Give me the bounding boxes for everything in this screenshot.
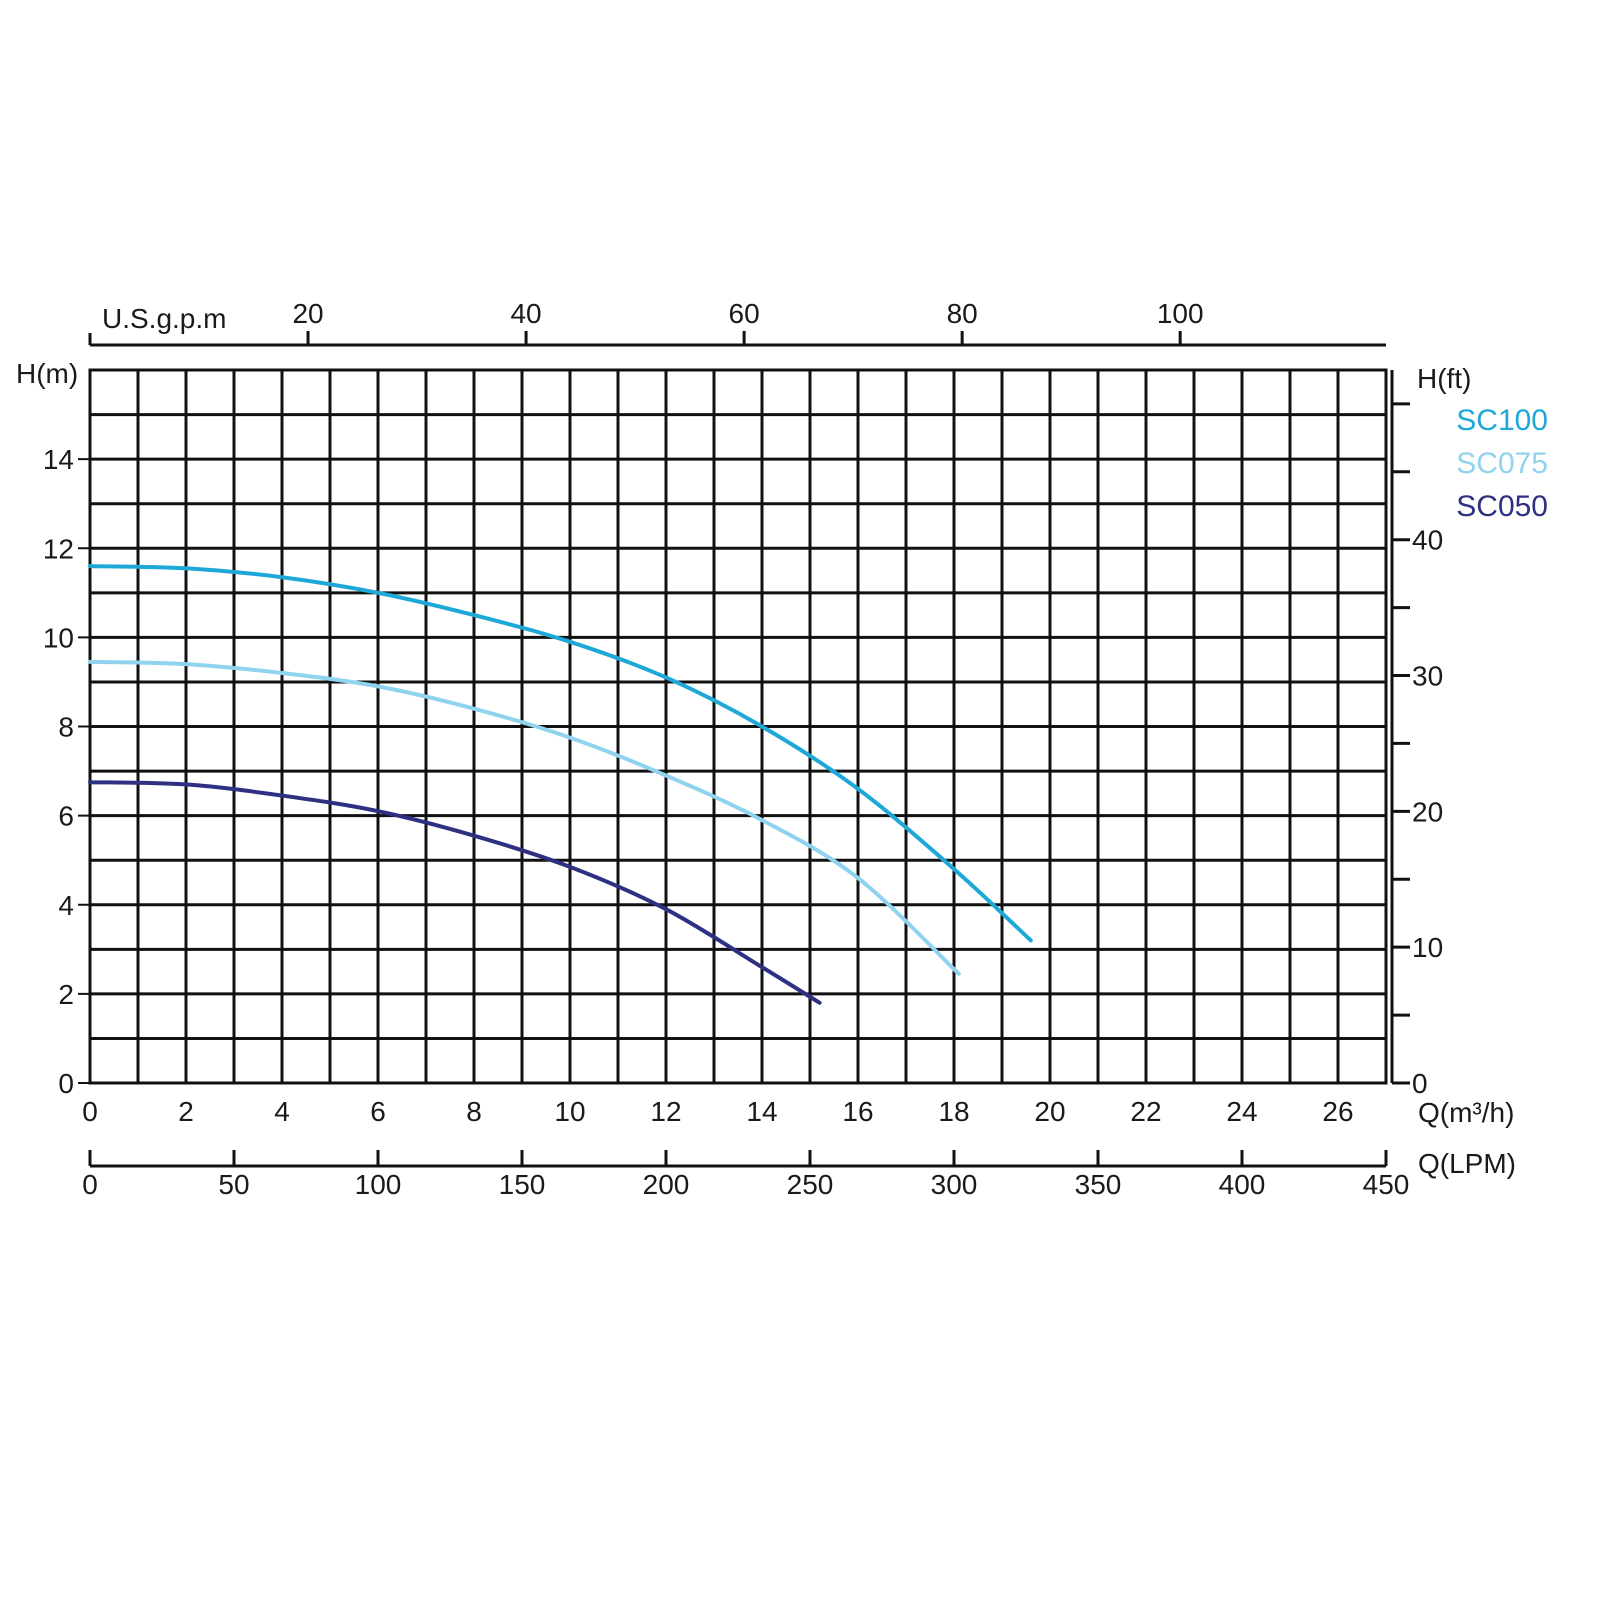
lpm-tick-label: 450 [1363,1169,1410,1200]
lpm-tick-label: 300 [931,1169,978,1200]
x-tick-label: 26 [1322,1096,1353,1127]
right-axis-label: H(ft) [1417,363,1471,394]
x-tick-label: 8 [466,1096,482,1127]
top-tick-label: 80 [947,298,978,329]
lpm-tick-label: 350 [1075,1169,1122,1200]
x-axis-label: Q(m³/h) [1418,1097,1514,1128]
right-tick-label: 0 [1412,1068,1428,1099]
series-line-sc050 [88,780,822,1005]
y-tick-label: 0 [58,1068,74,1099]
chart-grid [90,370,1386,1083]
lpm-tick-label: 200 [643,1169,690,1200]
chart-axes [78,331,1410,1168]
legend-entry-sc050: SC050 [1456,490,1548,523]
x-tick-label: 4 [274,1096,290,1127]
right-tick-label: 20 [1412,796,1443,827]
x-tick-label: 14 [746,1096,777,1127]
x-tick-label: 10 [554,1096,585,1127]
right-tick-label: 10 [1412,932,1443,963]
x-tick-label: 12 [650,1096,681,1127]
series-line-sc100 [88,564,1033,943]
y-tick-label: 8 [58,712,74,743]
lpm-tick-label: 150 [499,1169,546,1200]
top-tick-label: 20 [292,298,323,329]
y-tick-label: 4 [58,890,74,921]
top-tick-label: 60 [729,298,760,329]
series-lines [88,564,1033,1005]
top-tick-label: 40 [510,298,541,329]
y-tick-label: 14 [43,444,74,475]
lpm-tick-label: 250 [787,1169,834,1200]
x-tick-label: 24 [1226,1096,1257,1127]
right-tick-label: 30 [1412,661,1443,692]
x-tick-label: 22 [1130,1096,1161,1127]
x-tick-label: 20 [1034,1096,1065,1127]
x-tick-label: 0 [82,1096,98,1127]
bottom-axis-label: Q(LPM) [1418,1148,1516,1179]
x-tick-label: 18 [938,1096,969,1127]
top-axis-label: U.S.g.p.m [102,303,226,334]
legend-entry-sc075: SC075 [1456,447,1548,480]
y-tick-label: 2 [58,979,74,1010]
x-tick-label: 16 [842,1096,873,1127]
legend-entry-sc100: SC100 [1456,404,1548,437]
lpm-tick-label: 100 [355,1169,402,1200]
lpm-tick-label: 0 [82,1169,98,1200]
y-axis-label: H(m) [16,358,78,389]
y-tick-label: 6 [58,801,74,832]
y-tick-label: 12 [43,533,74,564]
top-tick-label: 100 [1157,298,1204,329]
x-tick-label: 2 [178,1096,194,1127]
series-line-sc075 [88,659,961,976]
lpm-tick-label: 50 [218,1169,249,1200]
y-tick-label: 10 [43,622,74,653]
lpm-tick-label: 400 [1219,1169,1266,1200]
right-tick-label: 40 [1412,525,1443,556]
x-tick-label: 6 [370,1096,386,1127]
